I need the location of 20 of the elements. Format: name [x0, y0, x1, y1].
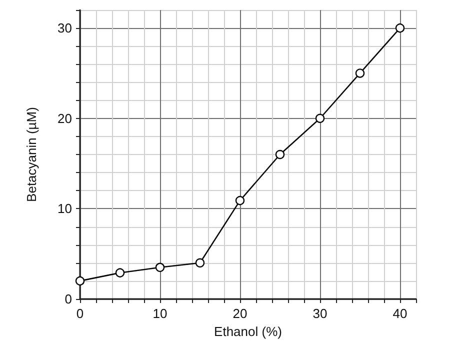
x-axis-title: Ethanol (%) — [214, 324, 282, 339]
point — [395, 23, 405, 33]
x-tick-label: 0 — [76, 306, 84, 321]
x-tick-label: 30 — [312, 306, 328, 321]
y-tick-label: 20 — [58, 110, 72, 126]
point — [355, 68, 365, 78]
point — [235, 196, 245, 206]
point — [115, 268, 125, 278]
point — [315, 114, 325, 123]
x-tick-label: 20 — [232, 306, 248, 321]
point — [75, 276, 85, 286]
point — [155, 262, 165, 272]
y-axis-title: Betacyanin (µM) — [24, 107, 39, 202]
y-tick-label: 0 — [64, 292, 72, 306]
x-tick-label: 10 — [152, 306, 168, 321]
y-tick-label: 10 — [58, 201, 72, 216]
y-tick-label: 30 — [58, 20, 72, 36]
x-tick-label: 40 — [392, 306, 408, 321]
point — [195, 258, 205, 268]
point — [275, 150, 285, 160]
